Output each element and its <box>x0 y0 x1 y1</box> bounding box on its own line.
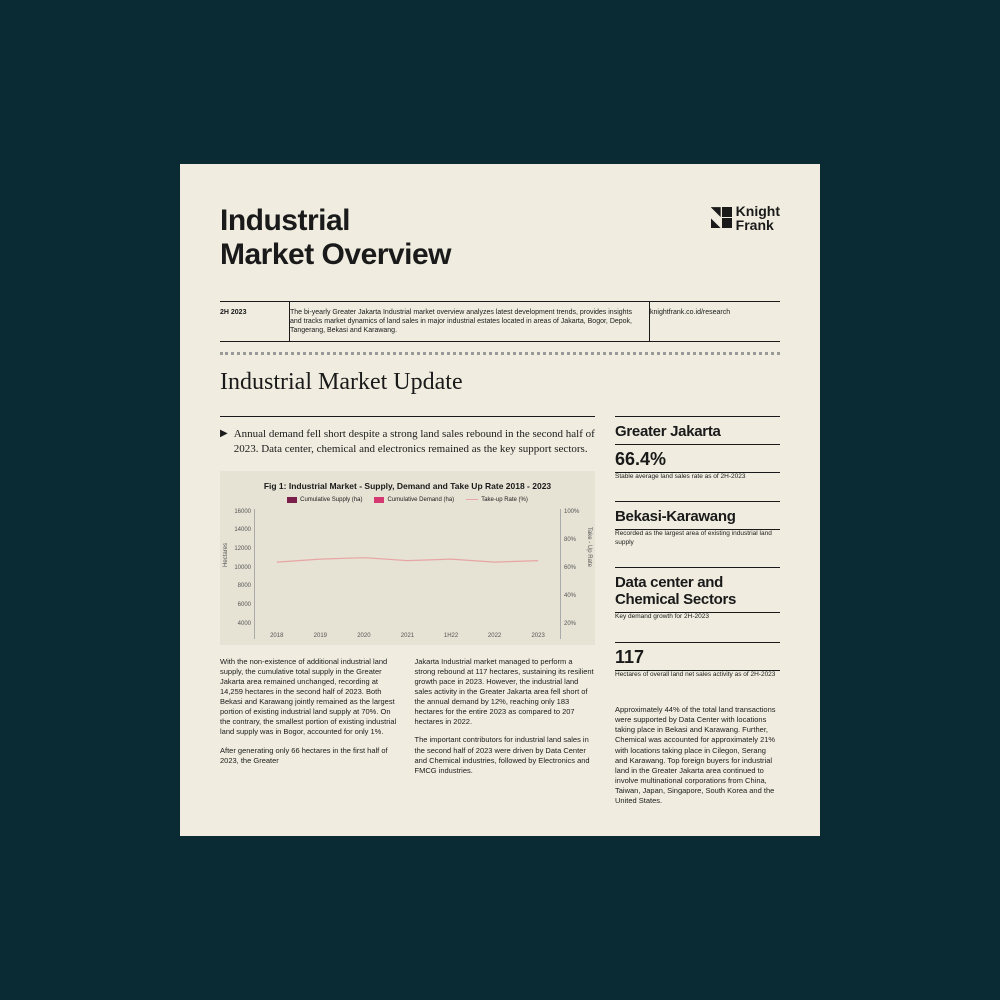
y-axis-left-label: Hectares <box>223 543 229 567</box>
x-label: 1H22 <box>438 633 464 639</box>
arrow-icon: ▶ <box>220 427 228 457</box>
legend-takeup: Take-up Rate (%) <box>466 497 528 503</box>
legend-demand: Cumulative Demand (ha) <box>374 497 454 503</box>
sidebar-heading: Bekasi-Karawang <box>615 502 780 529</box>
x-label: 2018 <box>264 633 290 639</box>
meta-row: 2H 2023 The bi-yearly Greater Jakarta In… <box>220 301 780 342</box>
logo-icon <box>711 207 732 228</box>
paragraph: The important contributors for industria… <box>415 735 596 776</box>
sidebar-body-text: Approximately 44% of the total land tran… <box>615 705 780 806</box>
x-label: 2019 <box>307 633 333 639</box>
highlight-text: Annual demand fell short despite a stron… <box>234 427 595 457</box>
chart-title: Fig 1: Industrial Market - Supply, Deman… <box>230 481 585 491</box>
paragraph: After generating only 66 hectares in the… <box>220 746 401 766</box>
sidebar-column: Greater Jakarta 66.4% Stable average lan… <box>615 416 780 806</box>
sidebar-stat-block: 117 Hectares of overall land net sales a… <box>615 643 780 685</box>
paragraph: Jakarta Industrial market managed to per… <box>415 657 596 728</box>
main-column: ▶ Annual demand fell short despite a str… <box>220 416 595 806</box>
period-label: 2H 2023 <box>220 302 290 341</box>
chart-area: Hectares 1600014000120001000080006000400… <box>230 509 585 639</box>
y-axis-left: 16000140001200010000800060004000 <box>230 509 254 639</box>
sidebar-caption: Recorded as the largest area of existing… <box>615 530 780 553</box>
highlight-callout: ▶ Annual demand fell short despite a str… <box>220 417 595 471</box>
sidebar-stat-block: Data center and Chemical Sectors Key dem… <box>615 568 780 627</box>
sidebar-stat: 117 <box>615 643 780 670</box>
title-line-2: Market Overview <box>220 238 451 271</box>
report-page: Industrial Market Overview Knight Frank … <box>180 164 820 837</box>
sidebar-stat-block: Greater Jakarta 66.4% Stable average lan… <box>615 417 780 487</box>
logo-text: Knight Frank <box>736 204 780 232</box>
sidebar-stat-block: Bekasi-Karawang Recorded as the largest … <box>615 502 780 553</box>
legend-supply: Cumulative Supply (ha) <box>287 497 362 503</box>
report-title: Industrial Market Overview <box>220 204 451 273</box>
chart-plot: 2018 2019 2020 2021 1H22 2022 2023 <box>254 509 561 639</box>
swatch-demand <box>374 497 384 503</box>
swatch-supply <box>287 497 297 503</box>
x-label: 2020 <box>351 633 377 639</box>
takeup-line <box>255 509 560 627</box>
title-line-1: Industrial <box>220 204 350 237</box>
sidebar-caption: Key demand growth for 2H-2023 <box>615 613 780 627</box>
content-columns: ▶ Annual demand fell short despite a str… <box>220 416 780 806</box>
research-url: knightfrank.co.id/research <box>650 302 780 341</box>
paragraph: With the non-existence of additional ind… <box>220 657 401 738</box>
dotted-divider <box>220 352 780 355</box>
header: Industrial Market Overview Knight Frank <box>220 204 780 273</box>
body-text-columns: With the non-existence of additional ind… <box>220 657 595 784</box>
x-axis-labels: 2018 2019 2020 2021 1H22 2022 2023 <box>255 633 560 639</box>
body-col-2: Jakarta Industrial market managed to per… <box>415 657 596 784</box>
sidebar-heading: Data center and Chemical Sectors <box>615 568 780 612</box>
sidebar-caption: Hectares of overall land net sales activ… <box>615 671 780 685</box>
chart-figure: Fig 1: Industrial Market - Supply, Deman… <box>220 471 595 645</box>
swatch-takeup <box>466 499 478 500</box>
x-label: 2021 <box>394 633 420 639</box>
body-col-1: With the non-existence of additional ind… <box>220 657 401 784</box>
sidebar-heading: Greater Jakarta <box>615 417 780 444</box>
x-label: 2023 <box>525 633 551 639</box>
x-label: 2022 <box>482 633 508 639</box>
section-title: Industrial Market Update <box>220 369 780 396</box>
chart-legend: Cumulative Supply (ha) Cumulative Demand… <box>230 497 585 503</box>
knight-frank-logo: Knight Frank <box>711 204 780 232</box>
title-block: Industrial Market Overview <box>220 204 451 273</box>
sidebar-stat: 66.4% <box>615 445 780 472</box>
y-axis-right: 100%80%60%40%20% <box>561 509 585 639</box>
sidebar-caption: Stable average land sales rate as of 2H-… <box>615 473 780 487</box>
report-description: The bi-yearly Greater Jakarta Industrial… <box>290 302 650 341</box>
y-axis-right-label: Take - Up Rate <box>586 527 592 567</box>
